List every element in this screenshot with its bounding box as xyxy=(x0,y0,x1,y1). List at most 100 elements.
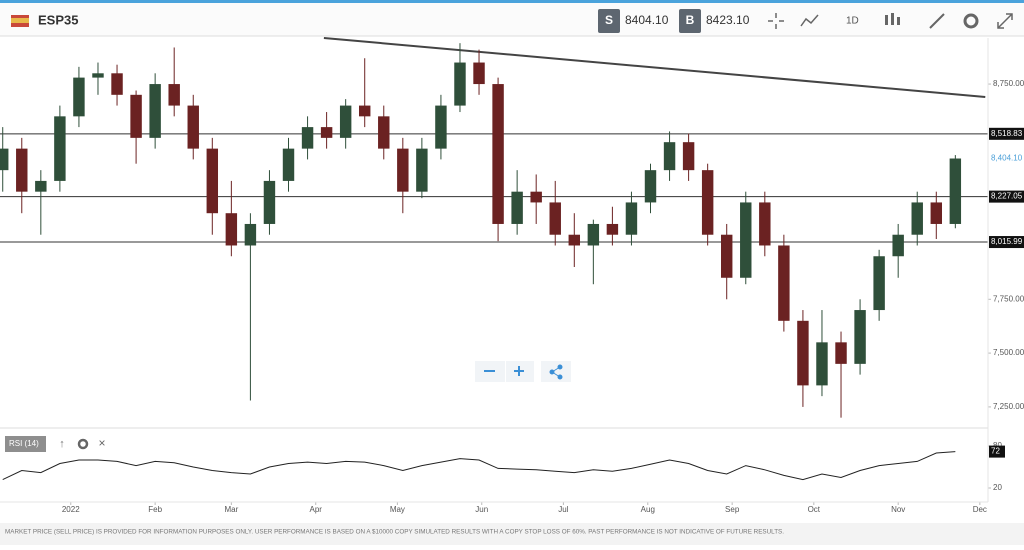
candle-body xyxy=(625,202,638,235)
level-tag xyxy=(989,190,1024,203)
candle-body xyxy=(644,170,657,203)
top-accent xyxy=(0,0,1024,3)
x-tick-label: Sep xyxy=(725,505,740,514)
candle-body xyxy=(797,320,809,386)
candle-body xyxy=(92,73,104,78)
x-tick-label: Mar xyxy=(224,505,238,514)
candle-body xyxy=(701,170,714,235)
candle-body xyxy=(301,127,314,149)
candle-body xyxy=(587,223,600,246)
candle-body xyxy=(663,142,676,171)
rsi-tag xyxy=(5,436,46,452)
candle-body xyxy=(397,148,409,192)
timeframe[interactable]: 1D xyxy=(846,16,859,27)
candle-body xyxy=(911,202,923,235)
candle-body xyxy=(416,148,428,192)
candle-body xyxy=(892,234,904,257)
rsi-settings-button[interactable] xyxy=(77,438,89,450)
candle-body xyxy=(16,148,28,192)
candle-body xyxy=(263,180,276,224)
candle-body xyxy=(854,310,866,364)
candle-button[interactable] xyxy=(885,13,900,25)
footer xyxy=(0,523,1024,545)
candle-body xyxy=(339,105,352,138)
candle-body xyxy=(35,180,47,192)
rsi-current-label: 72 xyxy=(991,447,1000,456)
candle-body xyxy=(435,105,447,149)
share-icon xyxy=(549,364,563,380)
toolbar xyxy=(0,3,1024,36)
candle-body xyxy=(682,142,695,171)
rsi-current-tag xyxy=(989,445,1005,458)
x-tick-label: Dec xyxy=(973,505,987,514)
share-button[interactable] xyxy=(541,361,571,382)
settings-button[interactable] xyxy=(963,13,979,29)
candle-body xyxy=(759,202,771,246)
sell-price: 8404.10 xyxy=(625,13,669,27)
chart-type-button[interactable] xyxy=(800,14,819,27)
buy-tag: B xyxy=(686,13,695,27)
candle-body xyxy=(111,73,123,95)
y-tick-label: 7,500.00 xyxy=(993,348,1024,357)
sell-tag: S xyxy=(605,13,613,27)
x-tick-label: Jul xyxy=(558,505,568,514)
candle-body xyxy=(606,223,619,235)
x-tick-label: Nov xyxy=(891,505,905,514)
candle-body xyxy=(454,62,466,106)
buy-button[interactable] xyxy=(679,9,701,33)
x-tick-label: Feb xyxy=(148,505,162,514)
candle-body xyxy=(511,191,523,224)
candle-body xyxy=(873,256,885,311)
zoom-in-icon xyxy=(514,366,524,376)
crosshair-button[interactable] xyxy=(768,13,784,29)
rsi-line xyxy=(2,451,956,481)
fullscreen-button[interactable] xyxy=(997,13,1013,29)
rsi-up-button[interactable]: ↑ xyxy=(59,438,65,450)
candle-body xyxy=(359,105,371,117)
x-tick-label: 2022 xyxy=(62,505,80,514)
candle-body xyxy=(0,148,9,171)
level-tag xyxy=(989,236,1024,249)
x-tick-label: Aug xyxy=(641,505,655,514)
sell-button[interactable] xyxy=(598,9,620,33)
candle-body xyxy=(492,84,504,224)
y-tick-label: 7,750.00 xyxy=(993,294,1024,303)
rsi-close-button[interactable]: × xyxy=(98,436,105,450)
draw-button[interactable] xyxy=(929,13,945,29)
x-tick-label: Jun xyxy=(475,505,488,514)
symbol: ESP35 xyxy=(38,12,78,27)
candle-body xyxy=(778,245,790,321)
last-price-tag xyxy=(989,152,1024,165)
buy-price: 8423.10 xyxy=(706,13,750,27)
x-tick-label: Apr xyxy=(309,505,322,514)
candle-body xyxy=(320,127,333,138)
candle-body xyxy=(835,342,847,364)
candle-body xyxy=(244,223,257,246)
level-label: 8,015.99 xyxy=(991,237,1023,246)
last-price-label: 8,404.10 xyxy=(991,154,1023,163)
candle-body xyxy=(568,234,581,246)
candle-body xyxy=(949,158,962,224)
candle-body xyxy=(187,105,199,149)
level-label: 8,518.83 xyxy=(991,129,1023,138)
x-tick-label: May xyxy=(390,505,405,514)
candle-body xyxy=(149,84,161,138)
candle-body xyxy=(549,202,561,235)
candle-body xyxy=(225,213,238,246)
candle-body xyxy=(282,148,295,181)
candle-body xyxy=(54,116,66,181)
x-tick-label: Oct xyxy=(808,505,821,514)
candle-body xyxy=(378,116,390,149)
candle-body xyxy=(930,202,943,224)
candle-body xyxy=(720,234,733,278)
candle-body xyxy=(530,191,542,203)
candle-body xyxy=(130,94,142,138)
rsi-tick-label: 20 xyxy=(993,483,1002,492)
level-tag xyxy=(989,127,1024,140)
candle-body xyxy=(73,77,85,117)
trendline xyxy=(323,37,986,98)
level-label: 8,227.05 xyxy=(991,192,1023,201)
y-tick-label: 8,750.00 xyxy=(993,79,1024,88)
